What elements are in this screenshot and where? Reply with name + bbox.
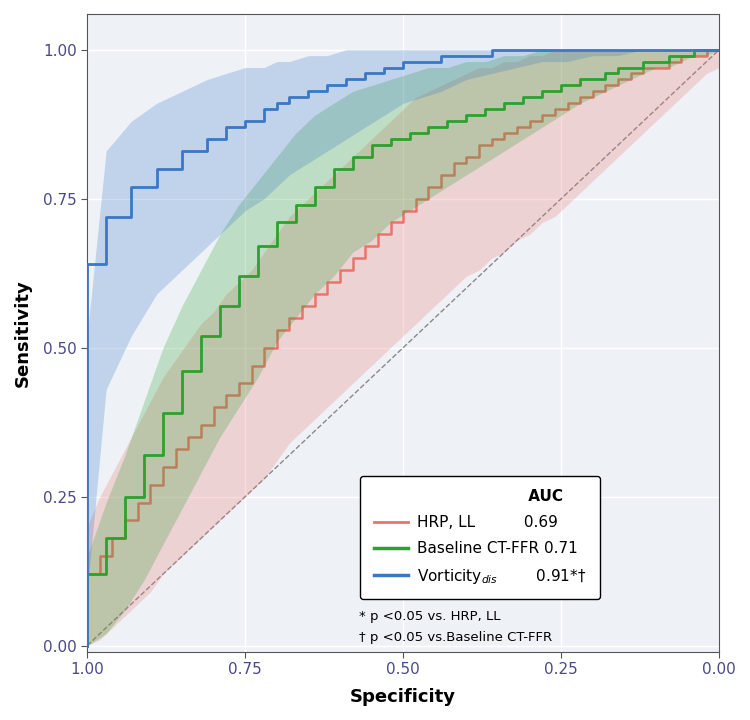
Y-axis label: Sensitivity: Sensitivity	[14, 279, 32, 387]
Text: * p <0.05 vs. HRP, LL: * p <0.05 vs. HRP, LL	[359, 610, 500, 623]
X-axis label: Specificity: Specificity	[350, 688, 456, 706]
Text: † p <0.05 vs.Baseline CT-FFR: † p <0.05 vs.Baseline CT-FFR	[359, 631, 552, 644]
Legend: HRP, LL          0.69, Baseline CT-FFR 0.71, Vorticity$_{dis}$        0.91*†: HRP, LL 0.69, Baseline CT-FFR 0.71, Vort…	[360, 476, 600, 599]
